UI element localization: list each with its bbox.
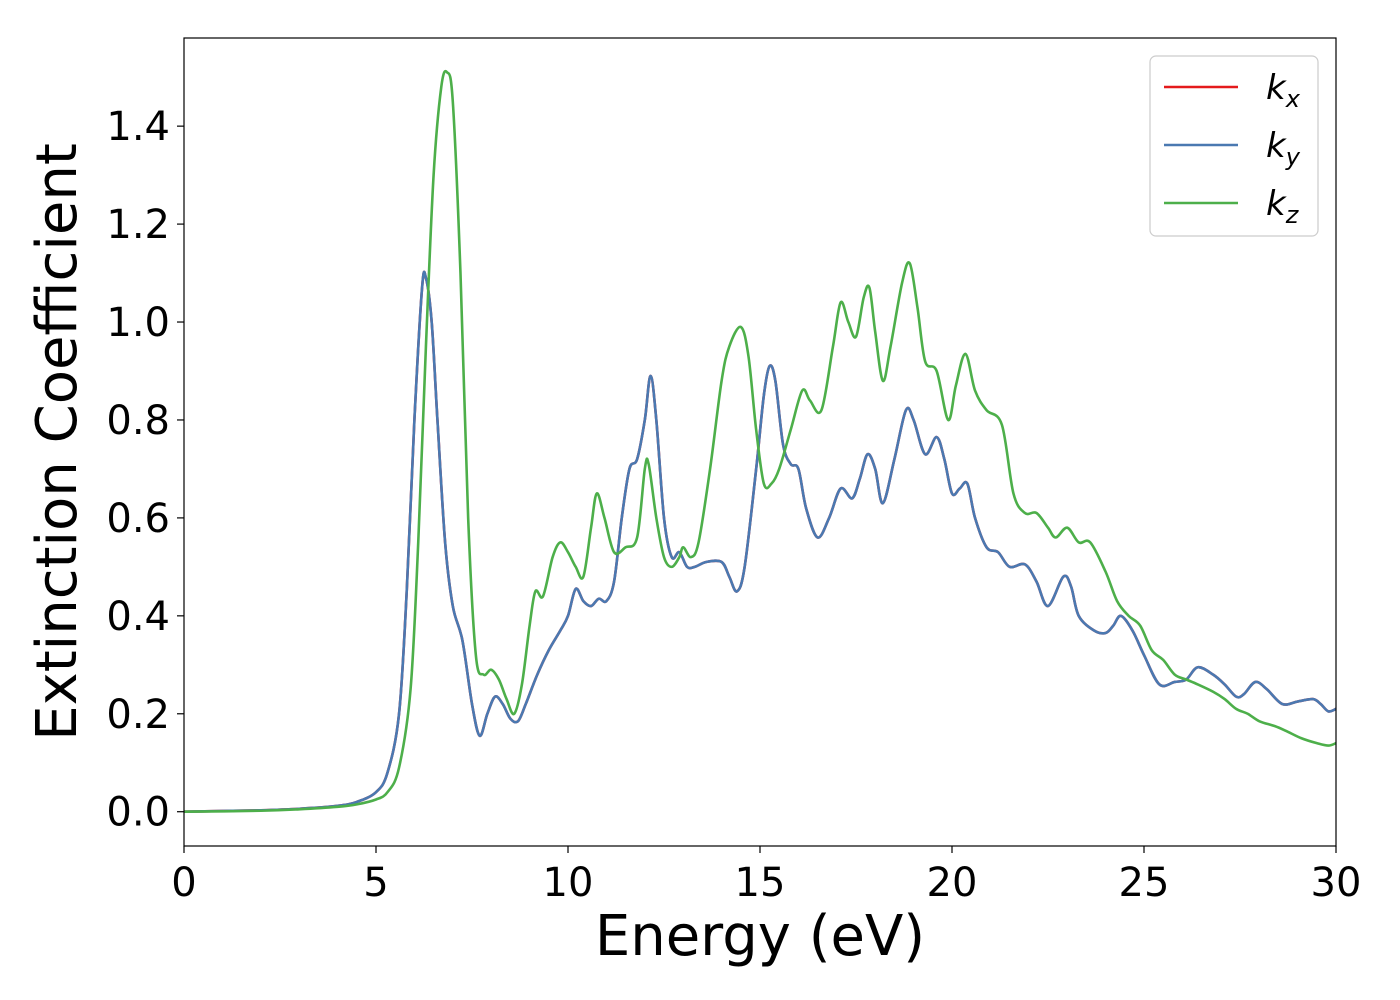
x-tick-label: 0: [171, 860, 196, 906]
y-tick-label: 0.6: [106, 496, 170, 542]
series-line-x: [184, 270, 1336, 814]
x-tick-label: 30: [1311, 860, 1362, 906]
legend-label-x: kx: [1266, 68, 1301, 113]
legend: kx ky kz: [1149, 55, 1319, 237]
x-tick-label: 25: [1119, 860, 1170, 906]
y-tick-label: 1.0: [106, 300, 170, 346]
y-tick-label: 1.4: [106, 104, 170, 150]
y-tick-label: 0.4: [106, 594, 170, 640]
x-tick-label: 10: [543, 860, 594, 906]
legend-items: kx ky kz: [1164, 68, 1301, 229]
x-axis-label: Energy (eV): [595, 904, 925, 969]
x-tick-label: 5: [363, 860, 388, 906]
series-line-y: [184, 270, 1336, 814]
x-axis-ticks: 0 5 10 15 20 25 30: [171, 846, 1361, 906]
legend-label-y: ky: [1266, 126, 1301, 171]
y-axis-ticks: 0.0 0.2 0.4 0.6 0.8 1.0 1.2 1.4: [106, 104, 184, 836]
y-tick-label: 0.2: [106, 692, 170, 738]
x-tick-label: 15: [735, 860, 786, 906]
y-tick-label: 0.0: [106, 790, 170, 836]
series-layer: [184, 69, 1336, 814]
legend-label-z: kz: [1266, 184, 1300, 229]
y-tick-label: 1.2: [106, 202, 170, 248]
series-line-z: [184, 69, 1336, 814]
y-tick-label: 0.8: [106, 398, 170, 444]
y-axis-label: Extinction Coefficient: [25, 143, 90, 741]
x-tick-label: 20: [927, 860, 978, 906]
